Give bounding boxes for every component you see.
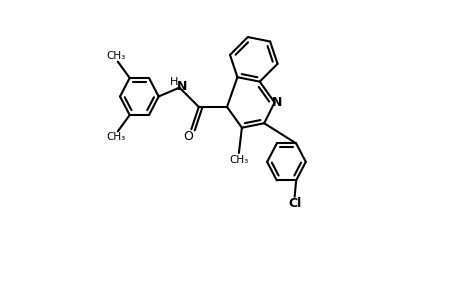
Text: N: N (176, 80, 187, 93)
Text: O: O (183, 130, 193, 143)
Text: CH₃: CH₃ (229, 154, 248, 164)
Text: CH₃: CH₃ (106, 132, 126, 142)
Text: Cl: Cl (287, 197, 301, 210)
Text: H: H (169, 77, 178, 87)
Text: N: N (271, 96, 281, 109)
Text: CH₃: CH₃ (106, 51, 126, 61)
